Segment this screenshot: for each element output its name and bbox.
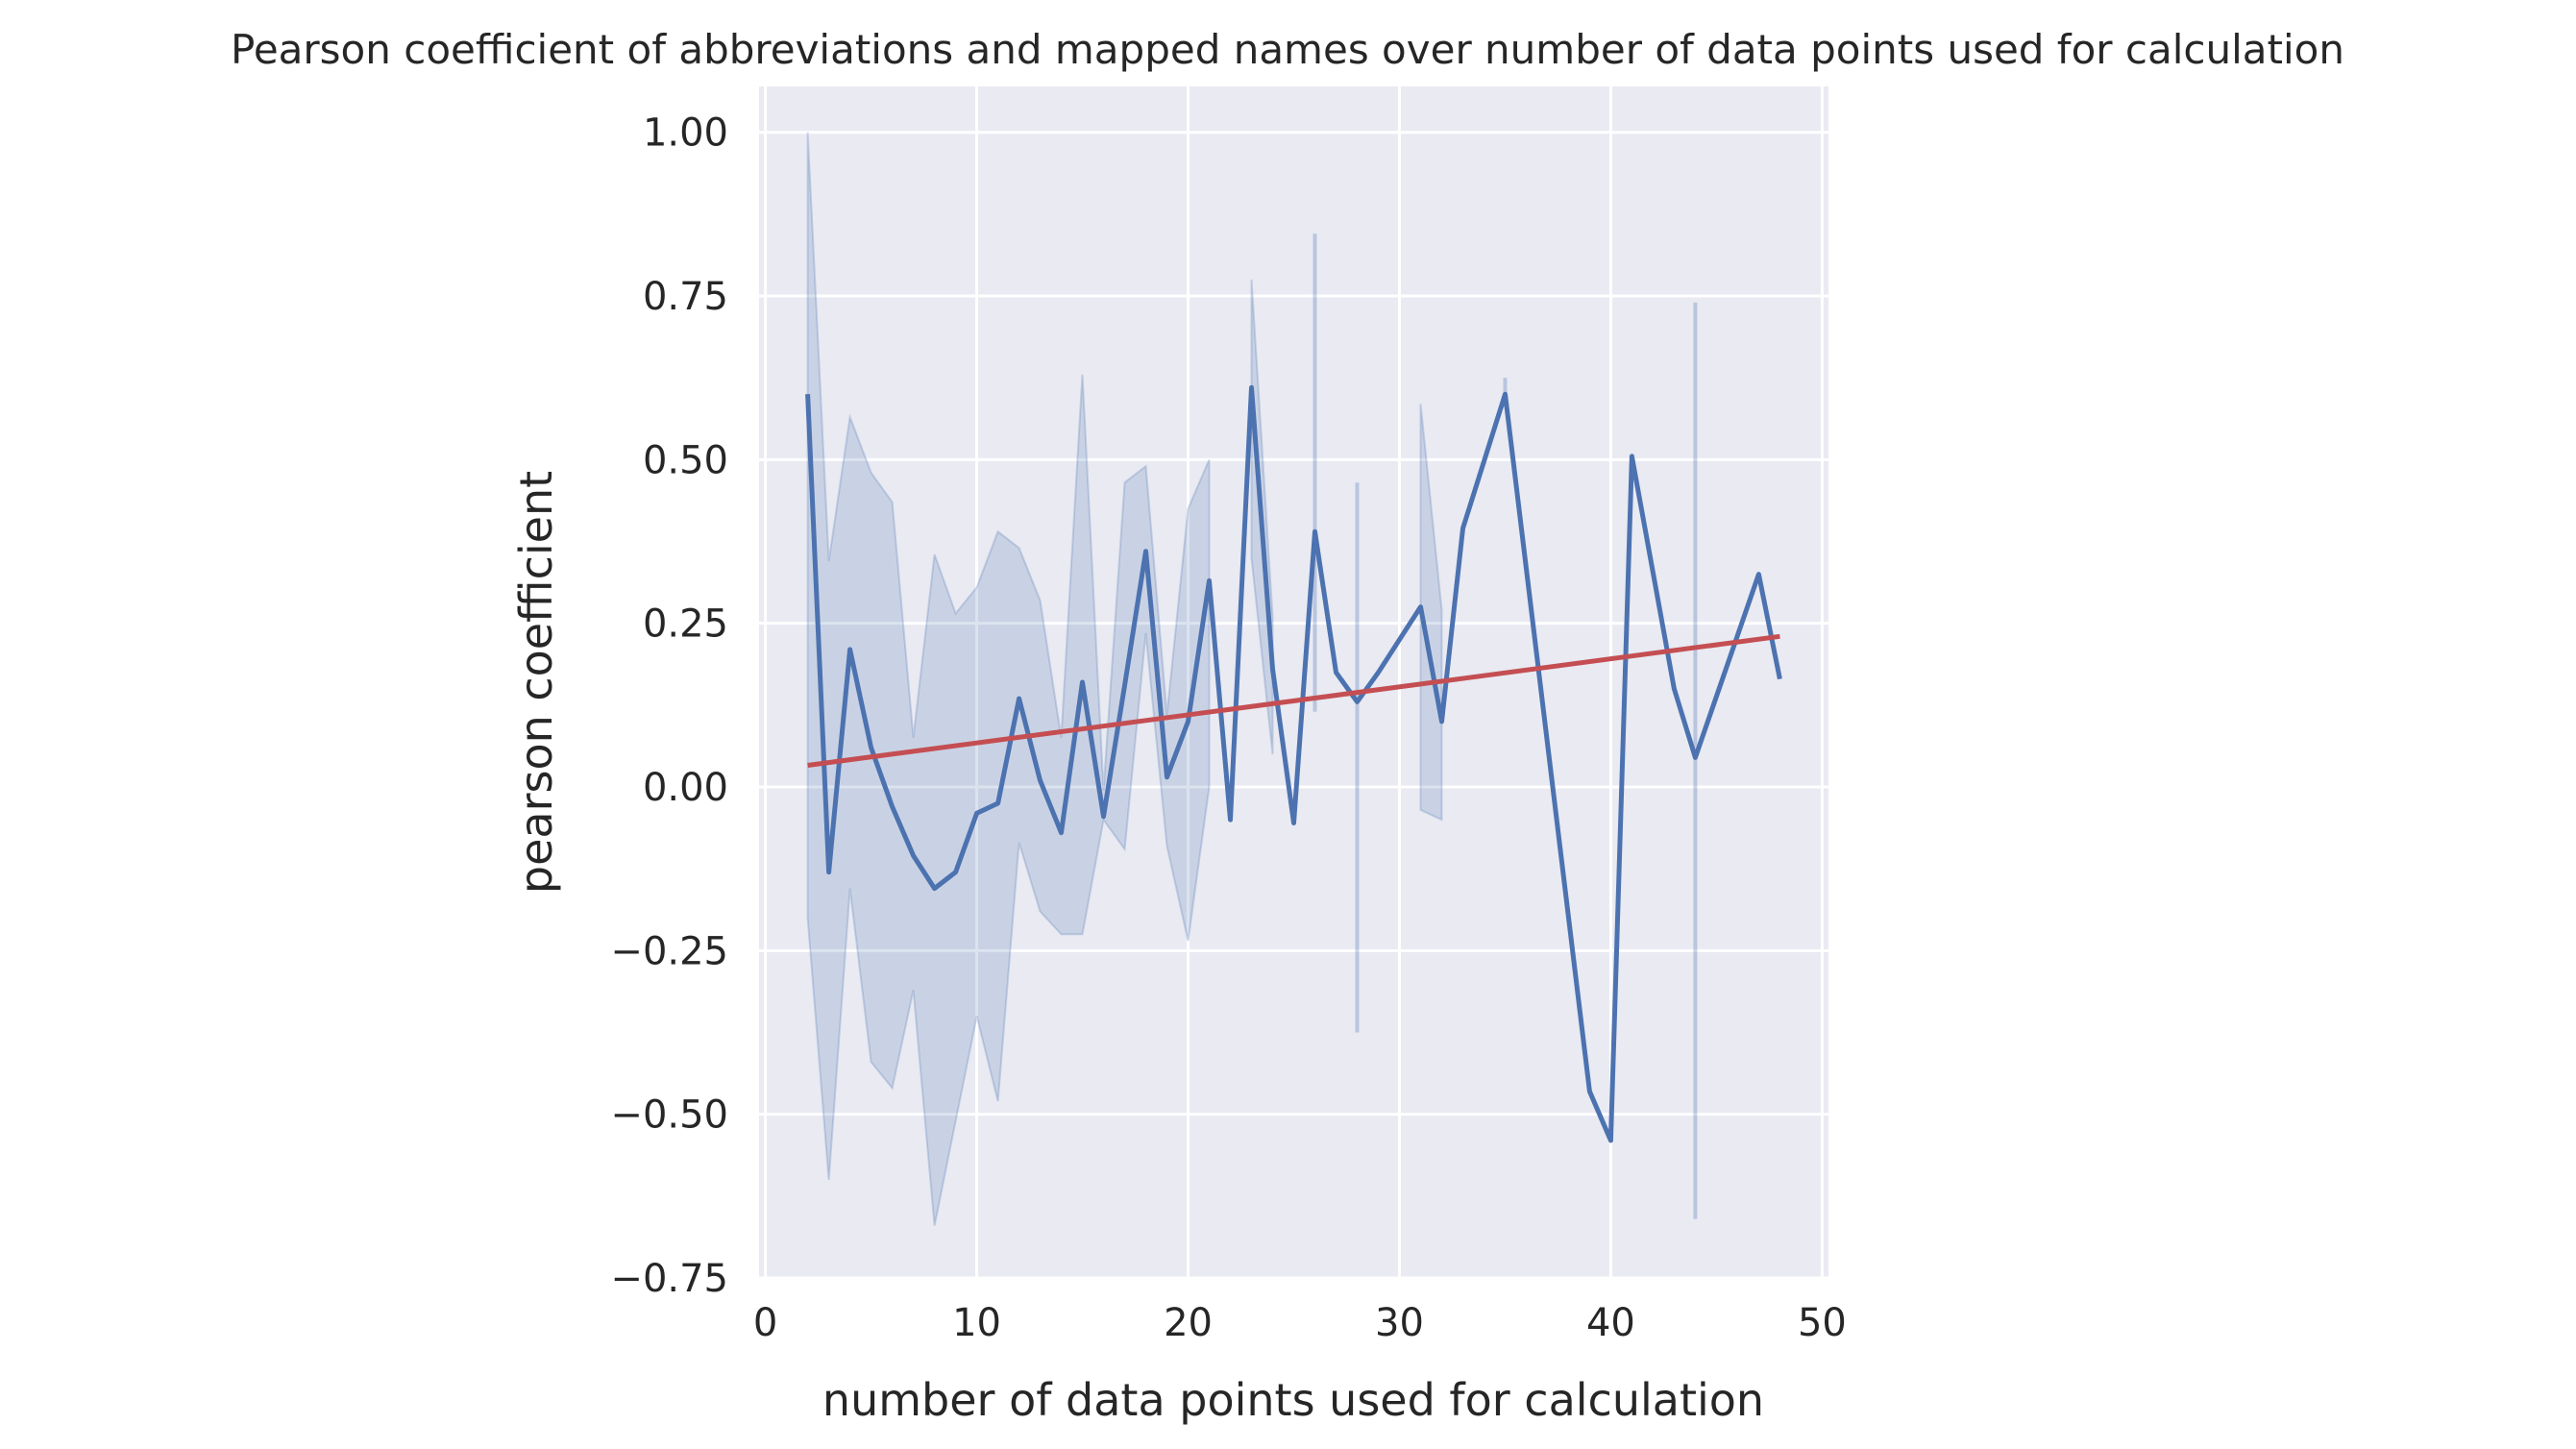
x-tick-label: 30 [1375,1301,1424,1345]
y-tick-label: −0.75 [610,1257,728,1301]
y-tick-label: 0.50 [643,438,728,482]
x-tick-label: 0 [753,1301,777,1345]
y-tick-label: 0.25 [643,602,728,647]
y-tick-label: −0.50 [610,1093,728,1138]
confidence-bands [806,132,1698,1226]
plot-area [759,86,1828,1278]
y-tick-label: 0.00 [643,766,728,810]
grid [759,86,1828,1280]
chart-title: Pearson coefficient of abbreviations and… [231,26,2344,73]
trend-line [807,633,1780,768]
y-tick-label: −0.25 [610,929,728,973]
y-tick-label: 1.00 [643,111,728,156]
x-tick-label: 50 [1798,1301,1847,1345]
y-tick-label: 0.75 [643,275,728,319]
series-lines [805,384,1782,1143]
x-tick-label: 20 [1164,1301,1213,1345]
confidence-band [806,132,1211,1226]
x-tick-label: 10 [952,1301,1001,1345]
x-axis-label: number of data points used for calculati… [822,1374,1764,1426]
y-axis-label: pearson coefficient [510,471,562,894]
confidence-band [1419,404,1443,822]
mean-line [805,384,1782,1143]
x-tick-label: 40 [1586,1301,1635,1345]
tick-labels: 0 10 20 30 40 50 −0.75 −0.50 −0.25 0.00 0.25 0.50 0.… [610,111,1846,1345]
